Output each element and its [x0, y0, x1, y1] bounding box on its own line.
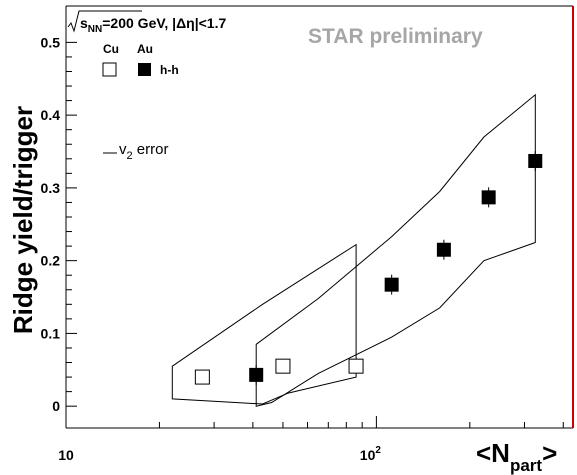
x-tick-label: 10: [58, 447, 74, 463]
legend-series-label: h-h: [160, 63, 179, 77]
y-tick-label: 0.3: [41, 180, 61, 196]
legend-error-label: v2 error: [119, 141, 168, 162]
y-tick-label: 0.4: [41, 107, 61, 123]
au-data-point: [249, 367, 264, 382]
au-data-point: [528, 153, 543, 168]
y-axis-title: Ridge yield/trigger: [8, 106, 38, 334]
x-axis-title: <Npart>: [476, 438, 557, 475]
watermark: STAR preliminary: [308, 25, 483, 48]
energy-label: sNN=200 GeV, |Δη|<1.7: [67, 10, 226, 35]
au-data-point: [384, 277, 399, 292]
y-tick-label: 0.2: [41, 253, 61, 269]
au-data-point: [481, 190, 496, 205]
cu-data-point: [348, 358, 364, 374]
x-tick-label: 102: [360, 445, 382, 463]
v2-error-band-cu: [171, 243, 357, 405]
au-data-point: [436, 242, 451, 257]
plot-area: 0 0.1 0.2 0.3 0.4 0.5 10 102: [41, 5, 574, 463]
y-tick-label: 0: [52, 398, 60, 414]
legend-open-square-icon: [102, 62, 117, 77]
v2-error-band-au: [255, 93, 536, 407]
legend-cu-label: Cu: [103, 42, 119, 56]
legend-filled-square-icon: [138, 63, 151, 76]
legend-au-label: Au: [137, 42, 153, 56]
y-tick-label: 0.1: [41, 325, 61, 341]
cu-data-point: [194, 369, 210, 385]
y-tick-label: 0.5: [41, 34, 61, 50]
svg-text:sNN=200 GeV, |Δη|<1.7: sNN=200 GeV, |Δη|<1.7: [80, 15, 226, 35]
cu-data-point: [275, 358, 291, 374]
